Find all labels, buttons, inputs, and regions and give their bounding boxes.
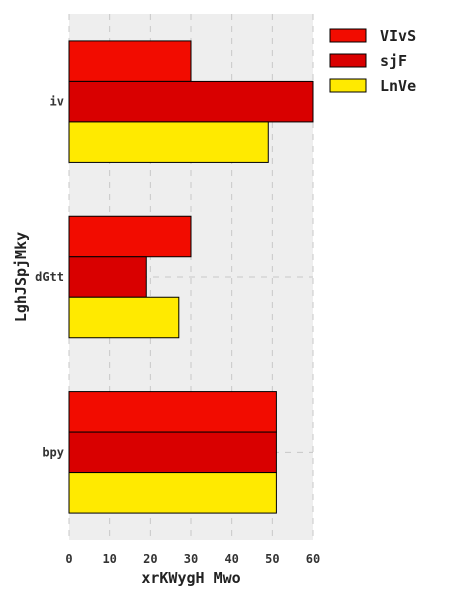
- bar-VIvS-iv: [68, 40, 192, 82]
- y-tick-labels: iv dGtt bpy: [35, 95, 64, 460]
- y-axis-title: LghJSpjMky: [12, 232, 30, 322]
- bar-LnVe-bpy: [68, 472, 277, 514]
- x-axis-title: xrKWygH Mwo: [141, 569, 240, 587]
- legend-label-VIvS: VIvS: [380, 27, 416, 45]
- x-tick-label: 40: [224, 552, 238, 566]
- legend-label-sjF: sjF: [380, 52, 407, 70]
- bar-VIvS-dGtt: [68, 215, 192, 258]
- bar-LnVe-dGtt: [68, 296, 180, 339]
- x-tick-label: 0: [65, 552, 72, 566]
- legend-swatch-sjF: [329, 53, 367, 68]
- legend-label-LnVe: LnVe: [380, 77, 416, 95]
- x-tick-label: 50: [265, 552, 279, 566]
- y-tick-label: iv: [50, 95, 64, 109]
- legend: VIvS sjF LnVe: [329, 27, 416, 95]
- legend-swatch-VIvS: [329, 28, 367, 43]
- bars: [68, 40, 314, 514]
- x-tick-label: 60: [306, 552, 320, 566]
- x-tick-label: 30: [184, 552, 198, 566]
- x-tick-labels: 0 10 20 30 40 50 60: [65, 552, 320, 566]
- bar-LnVe-iv: [68, 121, 269, 163]
- y-tick-label: bpy: [42, 445, 64, 459]
- x-tick-label: 20: [143, 552, 157, 566]
- legend-swatch-LnVe: [329, 78, 367, 93]
- bar-sjF-iv: [68, 80, 314, 123]
- bar-VIvS-bpy: [68, 391, 277, 433]
- x-tick-label: 10: [102, 552, 116, 566]
- y-tick-label: dGtt: [35, 270, 64, 284]
- bar-sjF-bpy: [68, 431, 277, 474]
- bar-sjF-dGtt: [68, 256, 147, 298]
